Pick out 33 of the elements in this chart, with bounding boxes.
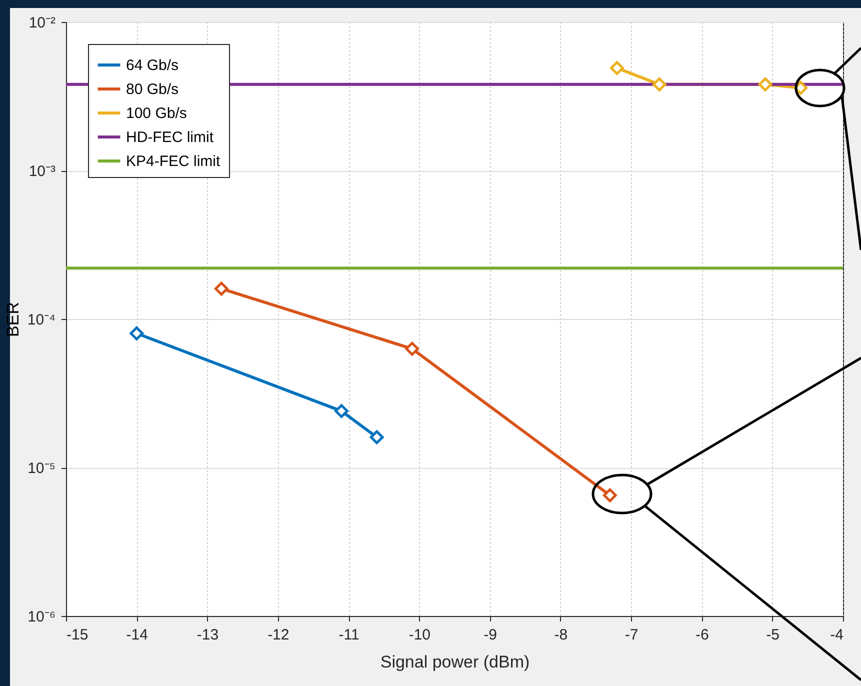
legend-label: KP4-FEC limit bbox=[126, 153, 222, 170]
point bbox=[610, 61, 624, 75]
y-tick-label: 10⁻⁴ bbox=[27, 312, 56, 328]
x-tick-label: -13 bbox=[196, 626, 219, 644]
point bbox=[130, 326, 144, 340]
point bbox=[652, 77, 666, 92]
y-tick-label: 10⁻⁶ bbox=[28, 608, 56, 626]
legend-label: HD-FEC limit bbox=[126, 129, 214, 146]
point bbox=[405, 342, 420, 356]
legend-label: 64 Gb/s bbox=[126, 57, 179, 74]
legend-label: 100 Gb/s bbox=[126, 105, 187, 122]
x-tick-label: -7 bbox=[624, 626, 638, 644]
point bbox=[602, 488, 617, 502]
point bbox=[334, 404, 348, 418]
x-tick-label: -8 bbox=[554, 626, 568, 644]
y-tick-label: 10⁻³ bbox=[28, 163, 56, 180]
point bbox=[214, 282, 228, 296]
x-tick-label: -9 bbox=[484, 626, 497, 644]
x-tick-label: -11 bbox=[338, 626, 360, 644]
y-axis-title: BER bbox=[4, 302, 22, 337]
y-tick-label: 10⁻² bbox=[28, 14, 56, 32]
x-tick-label: -14 bbox=[126, 626, 148, 644]
legend-label: 80 Gb/s bbox=[126, 81, 179, 98]
x-tick-label: -15 bbox=[66, 626, 88, 644]
x-tick-label: -10 bbox=[408, 626, 431, 644]
x-axis-title: Signal power (dBm) bbox=[380, 652, 530, 672]
x-tick-label: -6 bbox=[696, 626, 709, 644]
x-tick-label: -12 bbox=[268, 626, 290, 644]
x-tick-label: -4 bbox=[830, 626, 844, 644]
point bbox=[370, 430, 384, 444]
x-tick-label: -5 bbox=[766, 626, 780, 644]
point bbox=[758, 77, 772, 92]
y-tick-label: 10⁻⁵ bbox=[28, 460, 56, 477]
